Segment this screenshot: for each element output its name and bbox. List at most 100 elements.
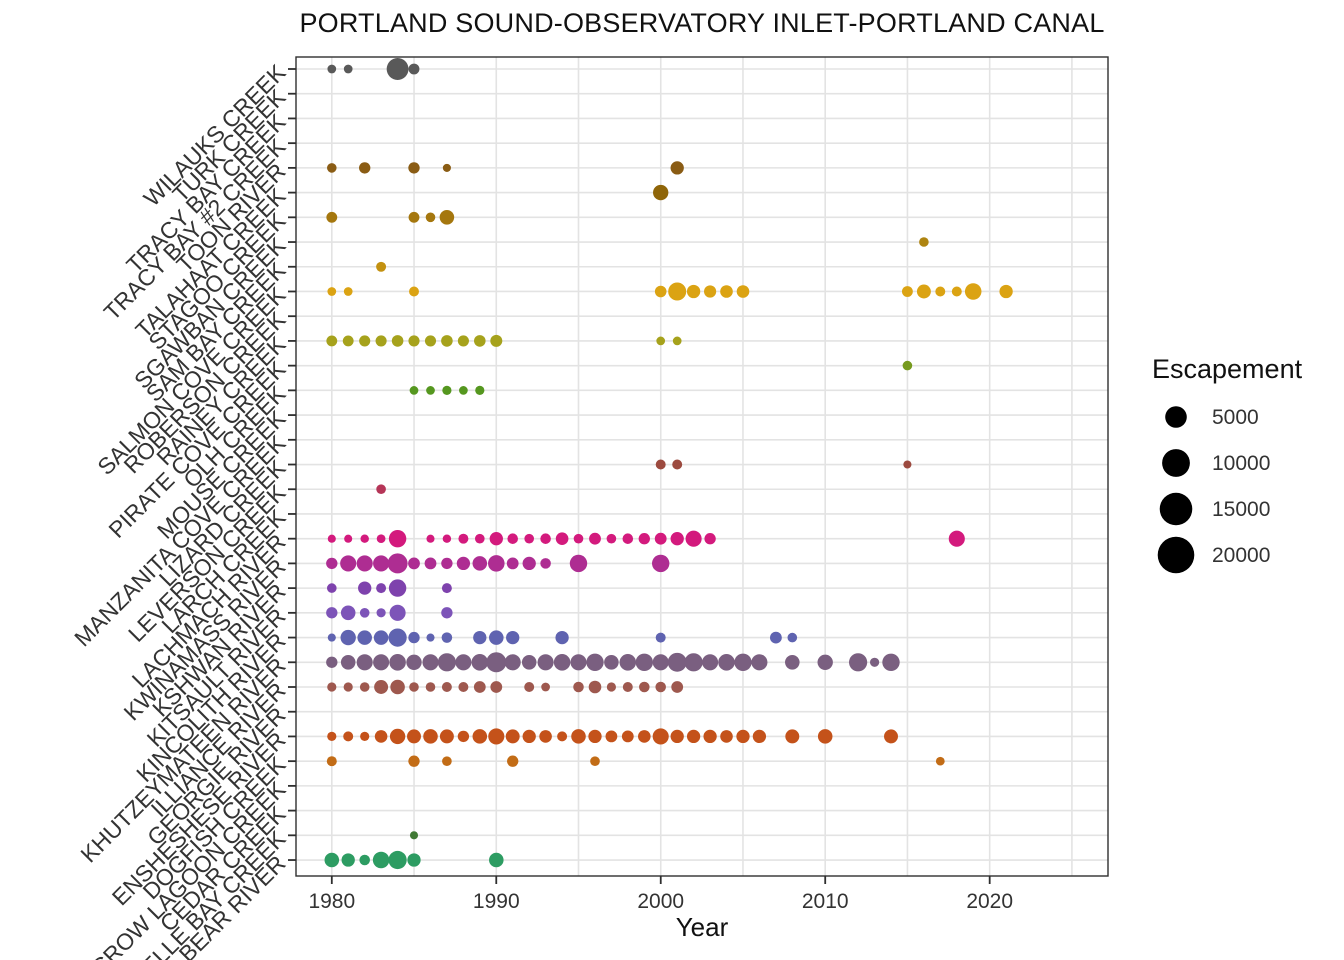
- data-point: [424, 335, 437, 347]
- data-point: [902, 360, 913, 371]
- data-point: [356, 654, 373, 671]
- data-point: [343, 731, 354, 742]
- data-point: [652, 728, 669, 745]
- data-point: [884, 729, 898, 744]
- data-point: [340, 555, 357, 572]
- data-point: [619, 654, 637, 671]
- data-point: [457, 335, 469, 347]
- data-point: [408, 63, 420, 75]
- data-point: [870, 657, 880, 667]
- x-tick-label: 2020: [966, 890, 1013, 913]
- data-point: [704, 285, 717, 298]
- data-point: [654, 532, 667, 545]
- data-point: [654, 285, 667, 298]
- data-point: [458, 682, 469, 692]
- data-point: [455, 654, 472, 671]
- data-point: [341, 853, 355, 867]
- data-point: [437, 653, 457, 672]
- data-point: [504, 654, 521, 671]
- data-point: [935, 286, 946, 297]
- data-point: [340, 629, 356, 646]
- data-point: [343, 287, 353, 296]
- data-point: [570, 654, 587, 671]
- data-point: [388, 850, 407, 870]
- data-point: [342, 335, 354, 347]
- data-point: [391, 335, 404, 347]
- data-point: [507, 533, 518, 544]
- data-point: [472, 556, 488, 571]
- data-point: [472, 729, 488, 744]
- data-point: [590, 756, 600, 766]
- data-point: [670, 729, 684, 744]
- data-point: [386, 58, 409, 80]
- data-point: [505, 729, 520, 744]
- data-point: [326, 756, 337, 767]
- data-point: [457, 730, 470, 743]
- data-point: [916, 284, 931, 299]
- data-point: [326, 335, 338, 347]
- data-point: [720, 285, 733, 298]
- data-point: [408, 162, 420, 174]
- data-point: [439, 729, 454, 744]
- data-point: [541, 682, 550, 692]
- data-point: [524, 533, 534, 544]
- data-point: [343, 682, 353, 692]
- data-point: [340, 655, 356, 670]
- data-point: [358, 581, 372, 595]
- panel-border: [295, 56, 1109, 877]
- data-point: [360, 731, 370, 742]
- data-point: [442, 385, 452, 395]
- data-point: [439, 210, 455, 225]
- data-point: [327, 287, 337, 296]
- legend-size-circle: [1157, 536, 1195, 574]
- data-point: [409, 682, 419, 692]
- data-point: [442, 163, 451, 172]
- data-point: [326, 607, 338, 619]
- data-point: [406, 654, 422, 670]
- data-point: [935, 756, 945, 766]
- data-point: [999, 284, 1013, 299]
- legend-size-circle: [1162, 449, 1190, 477]
- data-point: [638, 730, 651, 743]
- data-point: [703, 729, 717, 744]
- data-point: [376, 583, 387, 594]
- data-point: [522, 729, 536, 744]
- data-point: [656, 336, 666, 346]
- data-point: [372, 851, 390, 869]
- data-point: [555, 532, 569, 545]
- data-point: [540, 558, 551, 569]
- data-point: [475, 385, 485, 395]
- legend-size-circle: [1165, 406, 1187, 428]
- data-point: [540, 533, 551, 544]
- data-point: [588, 729, 602, 744]
- data-point: [471, 654, 489, 671]
- data-point: [524, 682, 535, 692]
- data-point: [685, 530, 702, 547]
- data-point: [553, 654, 571, 671]
- data-point: [668, 282, 687, 301]
- data-point: [639, 681, 650, 693]
- data-point: [655, 459, 666, 470]
- data-point: [506, 630, 520, 645]
- data-point: [571, 729, 586, 744]
- data-point: [374, 730, 388, 743]
- data-point: [376, 484, 386, 495]
- data-point: [606, 533, 617, 544]
- x-tick-label: 2000: [637, 890, 684, 913]
- data-point: [490, 334, 503, 347]
- data-point: [441, 557, 453, 570]
- data-point: [537, 654, 554, 671]
- data-point: [638, 533, 650, 545]
- legend-size-label: 5000: [1212, 406, 1259, 429]
- data-point: [655, 632, 666, 643]
- data-point: [752, 729, 767, 744]
- data-point: [488, 728, 505, 745]
- data-point: [359, 854, 370, 866]
- data-point: [964, 283, 982, 300]
- data-point: [473, 681, 486, 693]
- data-point: [621, 730, 634, 743]
- data-point: [652, 654, 669, 671]
- data-point: [407, 729, 421, 744]
